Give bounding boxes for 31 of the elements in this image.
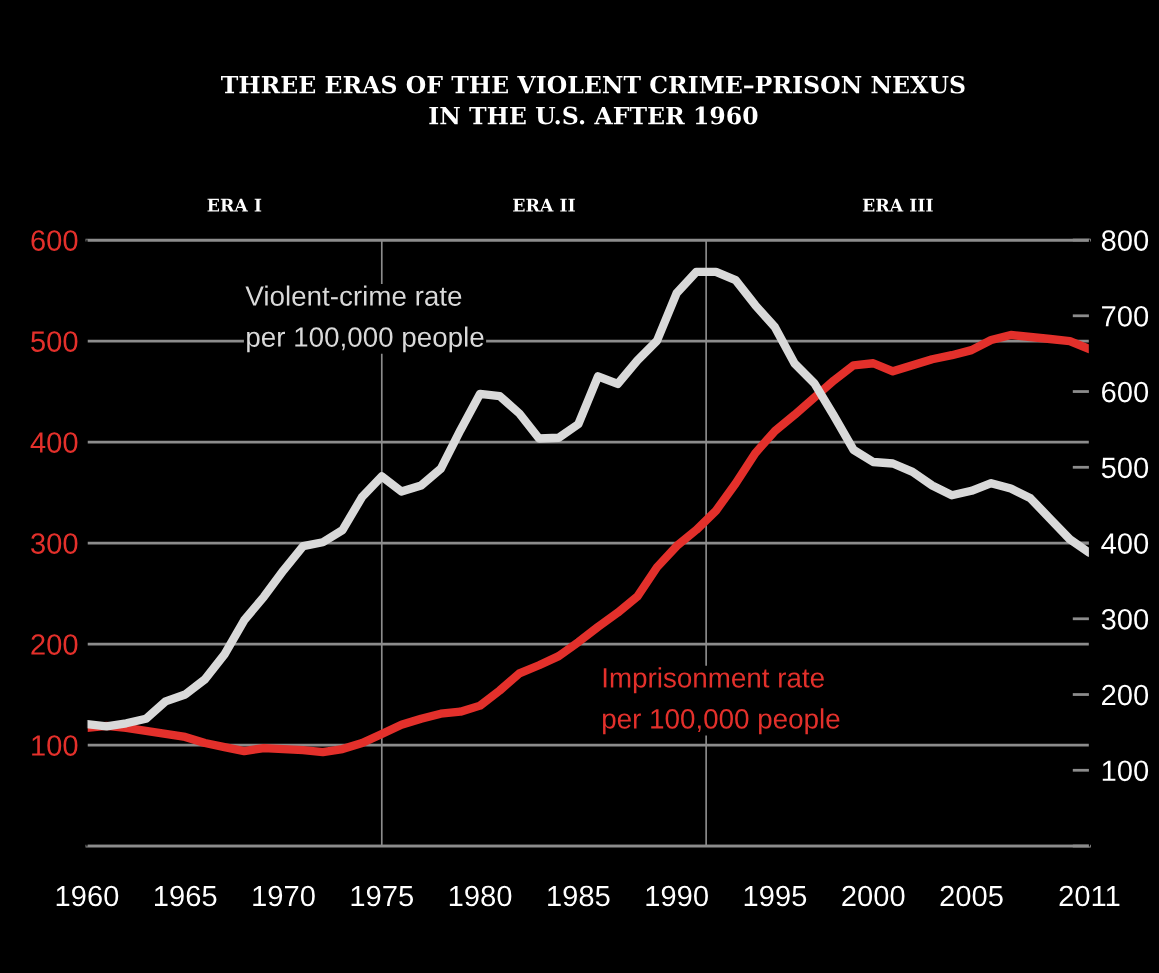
x-tick-label: 1965 (155, 885, 217, 907)
y-tick-label: 300 (31, 533, 78, 554)
y2-tick-label: 700 (1102, 305, 1149, 327)
y-tick-label: 600 (31, 230, 78, 251)
y-tick-label: 500 (31, 331, 78, 352)
series-label: Imprisonment rate per 100,000 people (603, 667, 840, 735)
x-tick-label: 2000 (842, 885, 905, 907)
x-tick-label: 1980 (449, 885, 512, 907)
y2-tick-label: 500 (1101, 457, 1149, 479)
x-tick-label: 1970 (253, 885, 315, 907)
x-tick-label: 1990 (646, 885, 708, 907)
series-label: Violent-crime rate per 100,000 people (245, 285, 484, 353)
y2-tick-label: 300 (1101, 608, 1149, 630)
y2-tick-label: 600 (1102, 381, 1149, 403)
x-tick-label: 1960 (56, 885, 119, 907)
y-tick-label: 400 (30, 432, 78, 453)
y-tick-label: 200 (31, 634, 78, 655)
x-tick-label: 2011 (1059, 885, 1120, 907)
y2-tick-label: 200 (1102, 684, 1149, 706)
text: ERA II (513, 198, 575, 212)
text: ERA III (862, 198, 933, 212)
x-tick-label: 1975 (351, 885, 414, 907)
x-tick-label: 1995 (744, 885, 807, 907)
y-tick-label: 100 (32, 735, 78, 756)
chart-title: THREE ERAS OF THE VIOLENT CRIME–PRISON NEXUS IN THE U.S. AFTER 1960 (221, 75, 965, 125)
x-tick-label: 2005 (940, 885, 1003, 907)
y2-tick-label: 800 (1101, 230, 1149, 251)
x-tick-label: 1985 (548, 885, 610, 907)
text: ERA I (207, 198, 262, 212)
y2-tick-label: 400 (1101, 533, 1149, 554)
y2-tick-label: 100 (1102, 760, 1149, 782)
